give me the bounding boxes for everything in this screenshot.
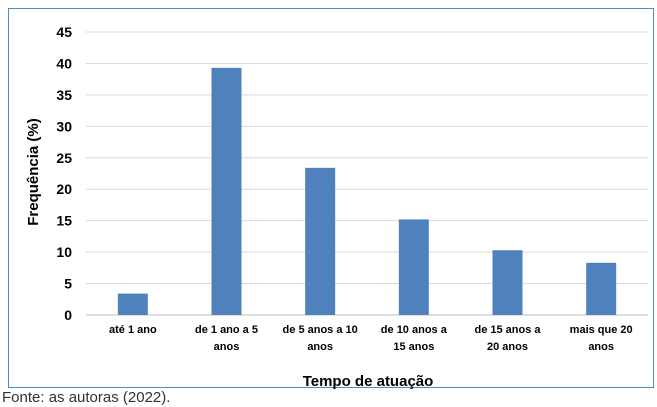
- x-category-label: anos: [307, 341, 333, 353]
- x-category-label: mais que 20: [570, 324, 633, 336]
- x-category-label: anos: [588, 341, 614, 353]
- y-axis-title: Frequência (%): [25, 118, 42, 226]
- gridlines: [86, 31, 648, 316]
- y-tick-label: 0: [64, 307, 72, 323]
- x-category-label: de 1 ano a 5: [195, 324, 258, 336]
- y-tick-label: 40: [56, 55, 72, 71]
- y-tick-label: 35: [56, 87, 72, 103]
- bar: [117, 293, 148, 315]
- y-tick-label: 20: [56, 181, 72, 197]
- y-tick-label: 15: [56, 213, 72, 229]
- y-tick-label: 10: [56, 244, 72, 260]
- x-category-labels: até 1 ano de 1 ano a 5 anos de 5 anos a 10 a…: [109, 324, 633, 353]
- x-category-label: de 15 anos a: [474, 324, 541, 336]
- y-tick-labels: 0 5 10 15 20 25 30 35 40 45: [56, 24, 72, 323]
- x-category-label: de 10 anos a: [381, 324, 448, 336]
- y-tick-label: 25: [56, 150, 72, 166]
- bar: [586, 262, 617, 315]
- bar: [211, 67, 242, 315]
- x-category-label: até 1 ano: [109, 324, 157, 336]
- x-axis-title: Tempo de atuação: [303, 373, 434, 390]
- bar: [305, 167, 336, 315]
- x-category-label: de 5 anos a 10: [283, 324, 358, 336]
- y-tick-label: 5: [64, 276, 72, 292]
- source-note: Fonte: as autoras (2022).: [2, 389, 171, 406]
- y-tick-label: 45: [56, 24, 72, 40]
- x-category-label: anos: [214, 341, 240, 353]
- bars: [117, 67, 617, 315]
- x-category-label: 15 anos: [393, 341, 434, 353]
- bar: [398, 219, 429, 315]
- bar: [492, 250, 523, 315]
- y-tick-label: 30: [56, 118, 72, 134]
- x-category-label: 20 anos: [487, 341, 528, 353]
